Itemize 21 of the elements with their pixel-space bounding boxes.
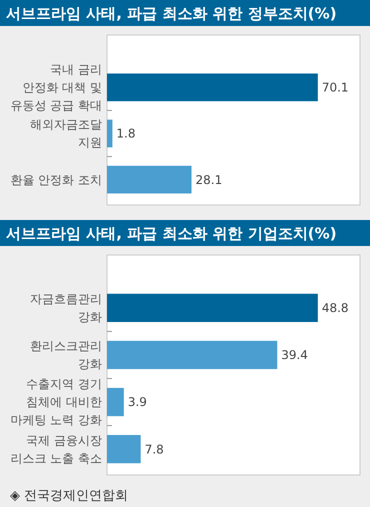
data-label: 7.8: [144, 442, 164, 456]
y-tick-label: 자금흐름관리 강화: [30, 292, 102, 324]
bar: [107, 388, 124, 416]
y-tick-label: 환리스크관리 강화: [30, 339, 102, 372]
y-tick-label: 국내 금리 안정화 대책 및 유동성 공급 확대: [10, 62, 102, 113]
data-label: 28.1: [196, 172, 222, 187]
data-label: 70.1: [322, 80, 349, 95]
bar: [107, 434, 141, 464]
y-tick-label: 해외자금조달 지원: [30, 118, 102, 150]
text: ◈ 전국경제인연합회: [10, 488, 128, 504]
bar: [107, 294, 318, 322]
y-tick-label: 환율 안정화 조치: [10, 172, 102, 187]
data-label: 39.4: [281, 348, 308, 362]
data-label: 48.8: [322, 301, 349, 316]
y-tick-label: 수출지역 경기 침체에 대비한 마케팅 노력 강화: [10, 377, 102, 428]
data-label: 3.9: [128, 395, 147, 410]
chart-title: 서브프라임 사태, 파급 최소화 위한 기업조치(%): [6, 224, 337, 242]
data-label: 1.8: [116, 126, 136, 141]
chart-title: 서브프라임 사태, 파급 최소화 위한 정부조치(%): [6, 4, 337, 22]
y-tick-label: 국제 금융시장 리스크 노출 축소: [10, 433, 102, 466]
bar: [107, 340, 278, 370]
